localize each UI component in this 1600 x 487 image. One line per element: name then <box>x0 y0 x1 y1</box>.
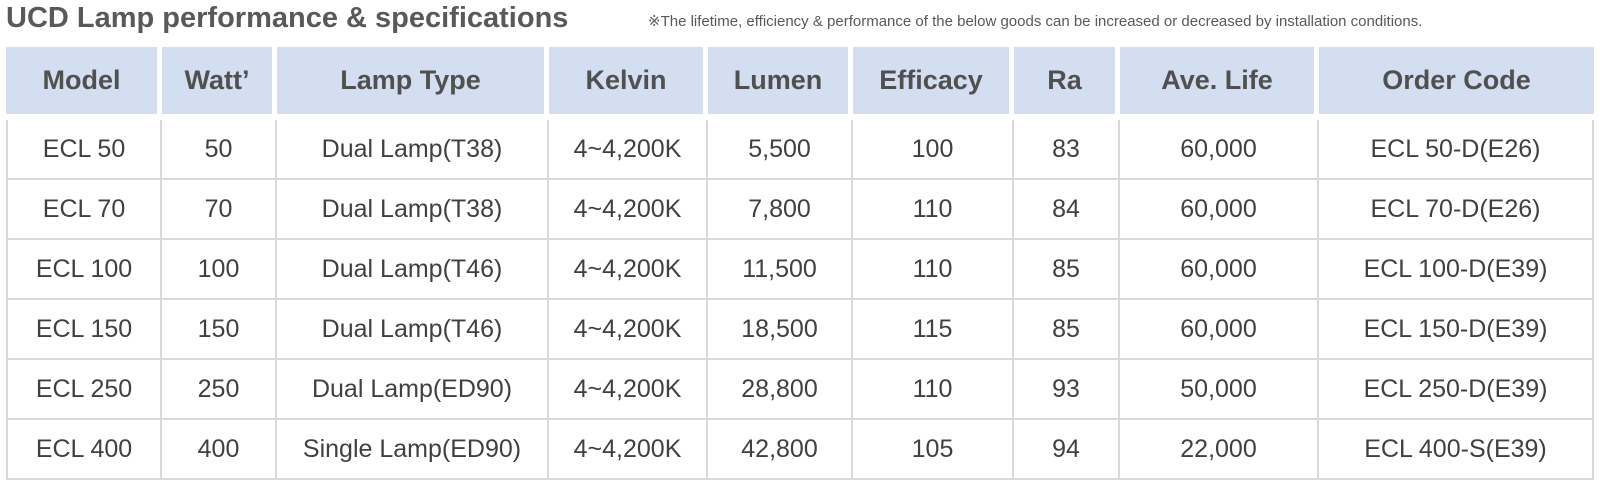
cell-watt: 150 <box>162 300 277 360</box>
cell-lumen: 5,500 <box>708 120 853 180</box>
cell-kelvin: 4~4,200K <box>549 300 708 360</box>
cell-order-code: ECL 70-D(E26) <box>1319 180 1594 240</box>
cell-ra: 93 <box>1014 360 1120 420</box>
header-watt: Watt’ <box>162 47 277 120</box>
cell-watt: 100 <box>162 240 277 300</box>
cell-ave-life: 60,000 <box>1120 120 1319 180</box>
cell-lamp-type: Dual Lamp(T46) <box>277 240 549 300</box>
cell-ra: 83 <box>1014 120 1120 180</box>
cell-watt: 70 <box>162 180 277 240</box>
title-bar: UCD Lamp performance & specifications ※T… <box>6 0 1596 44</box>
cell-lamp-type: Single Lamp(ED90) <box>277 420 549 480</box>
cell-watt: 400 <box>162 420 277 480</box>
page-title: UCD Lamp performance & specifications <box>6 2 569 34</box>
cell-ra: 84 <box>1014 180 1120 240</box>
header-lamp-type: Lamp Type <box>277 47 549 120</box>
header-ave-life: Ave. Life <box>1120 47 1319 120</box>
cell-order-code: ECL 150-D(E39) <box>1319 300 1594 360</box>
cell-efficacy: 110 <box>853 360 1014 420</box>
header-kelvin: Kelvin <box>549 47 708 120</box>
cell-kelvin: 4~4,200K <box>549 240 708 300</box>
cell-ra: 85 <box>1014 300 1120 360</box>
cell-ave-life: 60,000 <box>1120 300 1319 360</box>
cell-watt: 50 <box>162 120 277 180</box>
cell-order-code: ECL 100-D(E39) <box>1319 240 1594 300</box>
cell-lamp-type: Dual Lamp(T38) <box>277 180 549 240</box>
cell-efficacy: 110 <box>853 180 1014 240</box>
cell-kelvin: 4~4,200K <box>549 180 708 240</box>
cell-lumen: 7,800 <box>708 180 853 240</box>
cell-ave-life: 60,000 <box>1120 180 1319 240</box>
table-row: ECL 150 150 Dual Lamp(T46) 4~4,200K 18,5… <box>6 300 1594 360</box>
installation-note: ※The lifetime, efficiency & performance … <box>648 13 1423 30</box>
table-row: ECL 400 400 Single Lamp(ED90) 4~4,200K 4… <box>6 420 1594 480</box>
header-efficacy: Efficacy <box>853 47 1014 120</box>
cell-efficacy: 100 <box>853 120 1014 180</box>
cell-ra: 94 <box>1014 420 1120 480</box>
header-order-code: Order Code <box>1319 47 1594 120</box>
cell-ra: 85 <box>1014 240 1120 300</box>
cell-lamp-type: Dual Lamp(T38) <box>277 120 549 180</box>
cell-order-code: ECL 50-D(E26) <box>1319 120 1594 180</box>
cell-efficacy: 115 <box>853 300 1014 360</box>
cell-model: ECL 150 <box>6 300 162 360</box>
cell-efficacy: 110 <box>853 240 1014 300</box>
cell-ave-life: 60,000 <box>1120 240 1319 300</box>
cell-lumen: 18,500 <box>708 300 853 360</box>
cell-order-code: ECL 400-S(E39) <box>1319 420 1594 480</box>
cell-model: ECL 100 <box>6 240 162 300</box>
cell-lamp-type: Dual Lamp(T46) <box>277 300 549 360</box>
header-row: Model Watt’ Lamp Type Kelvin Lumen Effic… <box>6 47 1594 120</box>
cell-model: ECL 250 <box>6 360 162 420</box>
cell-lumen: 42,800 <box>708 420 853 480</box>
table-row: ECL 50 50 Dual Lamp(T38) 4~4,200K 5,500 … <box>6 120 1594 180</box>
cell-efficacy: 105 <box>853 420 1014 480</box>
cell-lumen: 28,800 <box>708 360 853 420</box>
header-model: Model <box>6 47 162 120</box>
table-row: ECL 250 250 Dual Lamp(ED90) 4~4,200K 28,… <box>6 360 1594 420</box>
cell-model: ECL 70 <box>6 180 162 240</box>
cell-lamp-type: Dual Lamp(ED90) <box>277 360 549 420</box>
cell-ave-life: 22,000 <box>1120 420 1319 480</box>
cell-model: ECL 400 <box>6 420 162 480</box>
cell-order-code: ECL 250-D(E39) <box>1319 360 1594 420</box>
cell-kelvin: 4~4,200K <box>549 420 708 480</box>
table-header: Model Watt’ Lamp Type Kelvin Lumen Effic… <box>6 47 1594 120</box>
cell-kelvin: 4~4,200K <box>549 360 708 420</box>
lamp-spec-table: Model Watt’ Lamp Type Kelvin Lumen Effic… <box>6 47 1594 480</box>
table-body: ECL 50 50 Dual Lamp(T38) 4~4,200K 5,500 … <box>6 120 1594 480</box>
table-row: ECL 70 70 Dual Lamp(T38) 4~4,200K 7,800 … <box>6 180 1594 240</box>
cell-watt: 250 <box>162 360 277 420</box>
cell-ave-life: 50,000 <box>1120 360 1319 420</box>
table-row: ECL 100 100 Dual Lamp(T46) 4~4,200K 11,5… <box>6 240 1594 300</box>
cell-kelvin: 4~4,200K <box>549 120 708 180</box>
cell-lumen: 11,500 <box>708 240 853 300</box>
cell-model: ECL 50 <box>6 120 162 180</box>
header-lumen: Lumen <box>708 47 853 120</box>
header-ra: Ra <box>1014 47 1120 120</box>
